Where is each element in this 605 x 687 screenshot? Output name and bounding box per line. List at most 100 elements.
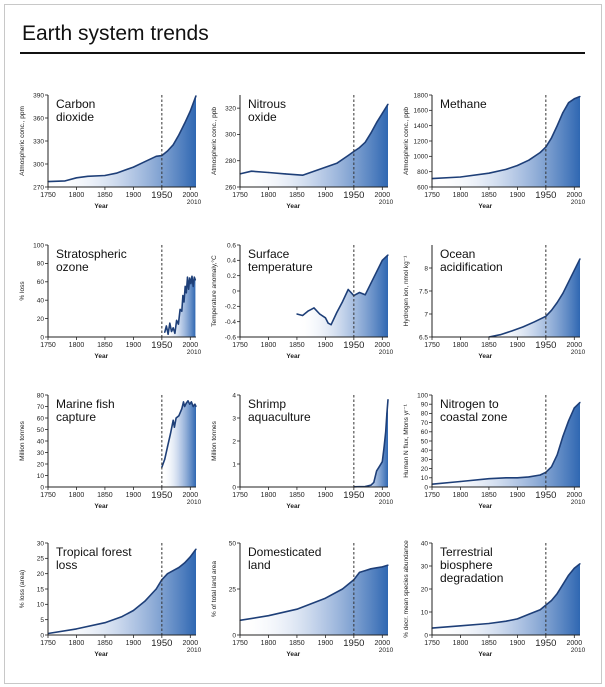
- data-point: [184, 122, 186, 124]
- x-tick-label-2010: 2010: [379, 199, 394, 206]
- area-fill: [240, 565, 388, 635]
- panel-title: Terrestrial biosphere degradation: [440, 545, 503, 585]
- y-tick-label: 360: [33, 115, 44, 122]
- data-point: [302, 314, 304, 317]
- panel-title-line: Surface: [248, 247, 290, 261]
- x-tick-label-1950: 1950: [535, 340, 556, 351]
- data-point: [185, 292, 187, 294]
- data-point: [341, 588, 344, 590]
- x-tick-label: 1750: [232, 640, 248, 647]
- panel-stratospheric-ozone: 1750 1800 1850 1900 2000 1950 2010 Year 0 20 40 60 8…: [19, 242, 202, 360]
- x-tick-label: 1800: [69, 640, 85, 647]
- series-line: [239, 103, 389, 176]
- data-point: [387, 564, 389, 566]
- data-point: [327, 322, 329, 324]
- data-point: [192, 285, 194, 287]
- panel-title: Domesticated land: [248, 545, 321, 572]
- y-tick-label: 2: [232, 438, 236, 445]
- panel-title-line: oxide: [248, 110, 277, 124]
- data-point: [528, 159, 530, 161]
- series-line: [47, 548, 197, 635]
- x-tick-label-2010: 2010: [187, 499, 202, 506]
- panel-carbon-dioxide: 1750 1800 1850 1900 2000 1950 2010 Year 270 300 33…: [19, 92, 202, 210]
- panel-ocean-acidification: 1750 1800 1850 1900 2000 1950 2010 Year 6.5 7 7.5 8…: [403, 245, 586, 360]
- series-line: [239, 564, 389, 622]
- x-tick-label: 1750: [40, 342, 56, 349]
- data-point: [166, 150, 169, 152]
- data-point: [115, 172, 117, 174]
- y-tick-label: 20: [421, 466, 429, 473]
- data-point: [192, 405, 194, 408]
- data-point: [373, 481, 375, 483]
- y-tick-label: 80: [421, 411, 429, 418]
- y-tick-label: 25: [37, 556, 45, 563]
- data-point: [505, 477, 507, 479]
- y-tick-label: 1200: [414, 138, 429, 145]
- data-point: [194, 403, 196, 405]
- panel-tropical-forest-loss: 1750 1800 1850 1900 2000 1950 2010 Year 0 5 10 15 20…: [19, 540, 202, 658]
- data-point: [364, 141, 366, 143]
- data-point: [556, 593, 558, 595]
- area-fill: [432, 402, 580, 487]
- x-tick-label: 2000: [183, 492, 199, 499]
- data-point: [302, 174, 304, 176]
- data-point: [182, 295, 184, 297]
- y-tick-label: 5: [40, 617, 44, 624]
- x-tick-label: 1800: [453, 640, 469, 647]
- y-tick-label: 30: [37, 450, 45, 457]
- x-tick-label: 2000: [375, 492, 391, 499]
- y-tick-label: 25: [229, 586, 237, 593]
- x-tick-label-2010: 2010: [571, 199, 586, 206]
- x-tick-label: 2000: [567, 492, 583, 499]
- y-tick-label: 300: [33, 161, 44, 168]
- data-point: [347, 288, 349, 291]
- x-tick-label: 1750: [232, 342, 248, 349]
- panel-title-line: Marine fish: [56, 397, 115, 411]
- panel-domesticated-land: 1750 1800 1850 1900 2000 1950 2010 Year 0 25 50 % o…: [211, 540, 394, 658]
- data-point: [195, 548, 197, 550]
- y-axis-label: Million tonnes: [211, 420, 218, 460]
- data-point: [364, 294, 366, 296]
- data-point: [267, 615, 270, 617]
- area-fill: [48, 549, 196, 635]
- data-point: [177, 323, 179, 325]
- x-tick-label: 1850: [481, 492, 497, 499]
- x-tick-label: 2000: [183, 342, 199, 349]
- series-line: [431, 95, 581, 180]
- x-tick-label: 1900: [510, 492, 526, 499]
- x-tick-label: 1750: [40, 640, 56, 647]
- y-tick-label: 0.4: [227, 258, 236, 265]
- y-tick-label: 40: [421, 540, 429, 547]
- y-axis-label: % decr. mean species abundance: [403, 540, 410, 638]
- y-tick-label: 800: [417, 169, 428, 176]
- data-point: [568, 102, 570, 104]
- data-point: [347, 154, 349, 157]
- y-tick-label: 10: [421, 609, 429, 616]
- data-point: [172, 144, 174, 146]
- data-point: [144, 600, 146, 602]
- data-point: [568, 420, 570, 422]
- data-point: [178, 415, 180, 417]
- data-point: [194, 279, 196, 281]
- series-line: [161, 399, 197, 468]
- y-tick-label: 50: [229, 540, 237, 547]
- panel-title-line: loss: [56, 558, 77, 572]
- y-axis-label: Human N flux, Mtons yr⁻¹: [403, 403, 410, 477]
- data-point: [539, 474, 541, 476]
- data-point: [193, 276, 195, 278]
- data-point: [164, 331, 166, 333]
- data-point: [75, 177, 78, 179]
- x-axis-label: Year: [94, 651, 108, 658]
- y-tick-label: 0: [232, 288, 236, 295]
- data-point: [104, 622, 106, 624]
- panel-title-line: Stratospheric: [56, 247, 127, 261]
- data-point: [172, 327, 174, 329]
- x-tick-label: 1900: [510, 640, 526, 647]
- data-point: [189, 110, 191, 112]
- x-tick-label: 1800: [69, 192, 85, 199]
- x-tick-label: 1800: [261, 492, 277, 499]
- y-tick-label: 15: [37, 586, 45, 593]
- x-tick-label: 1750: [424, 492, 440, 499]
- x-axis-label: Year: [286, 651, 300, 658]
- series-line: [47, 95, 197, 183]
